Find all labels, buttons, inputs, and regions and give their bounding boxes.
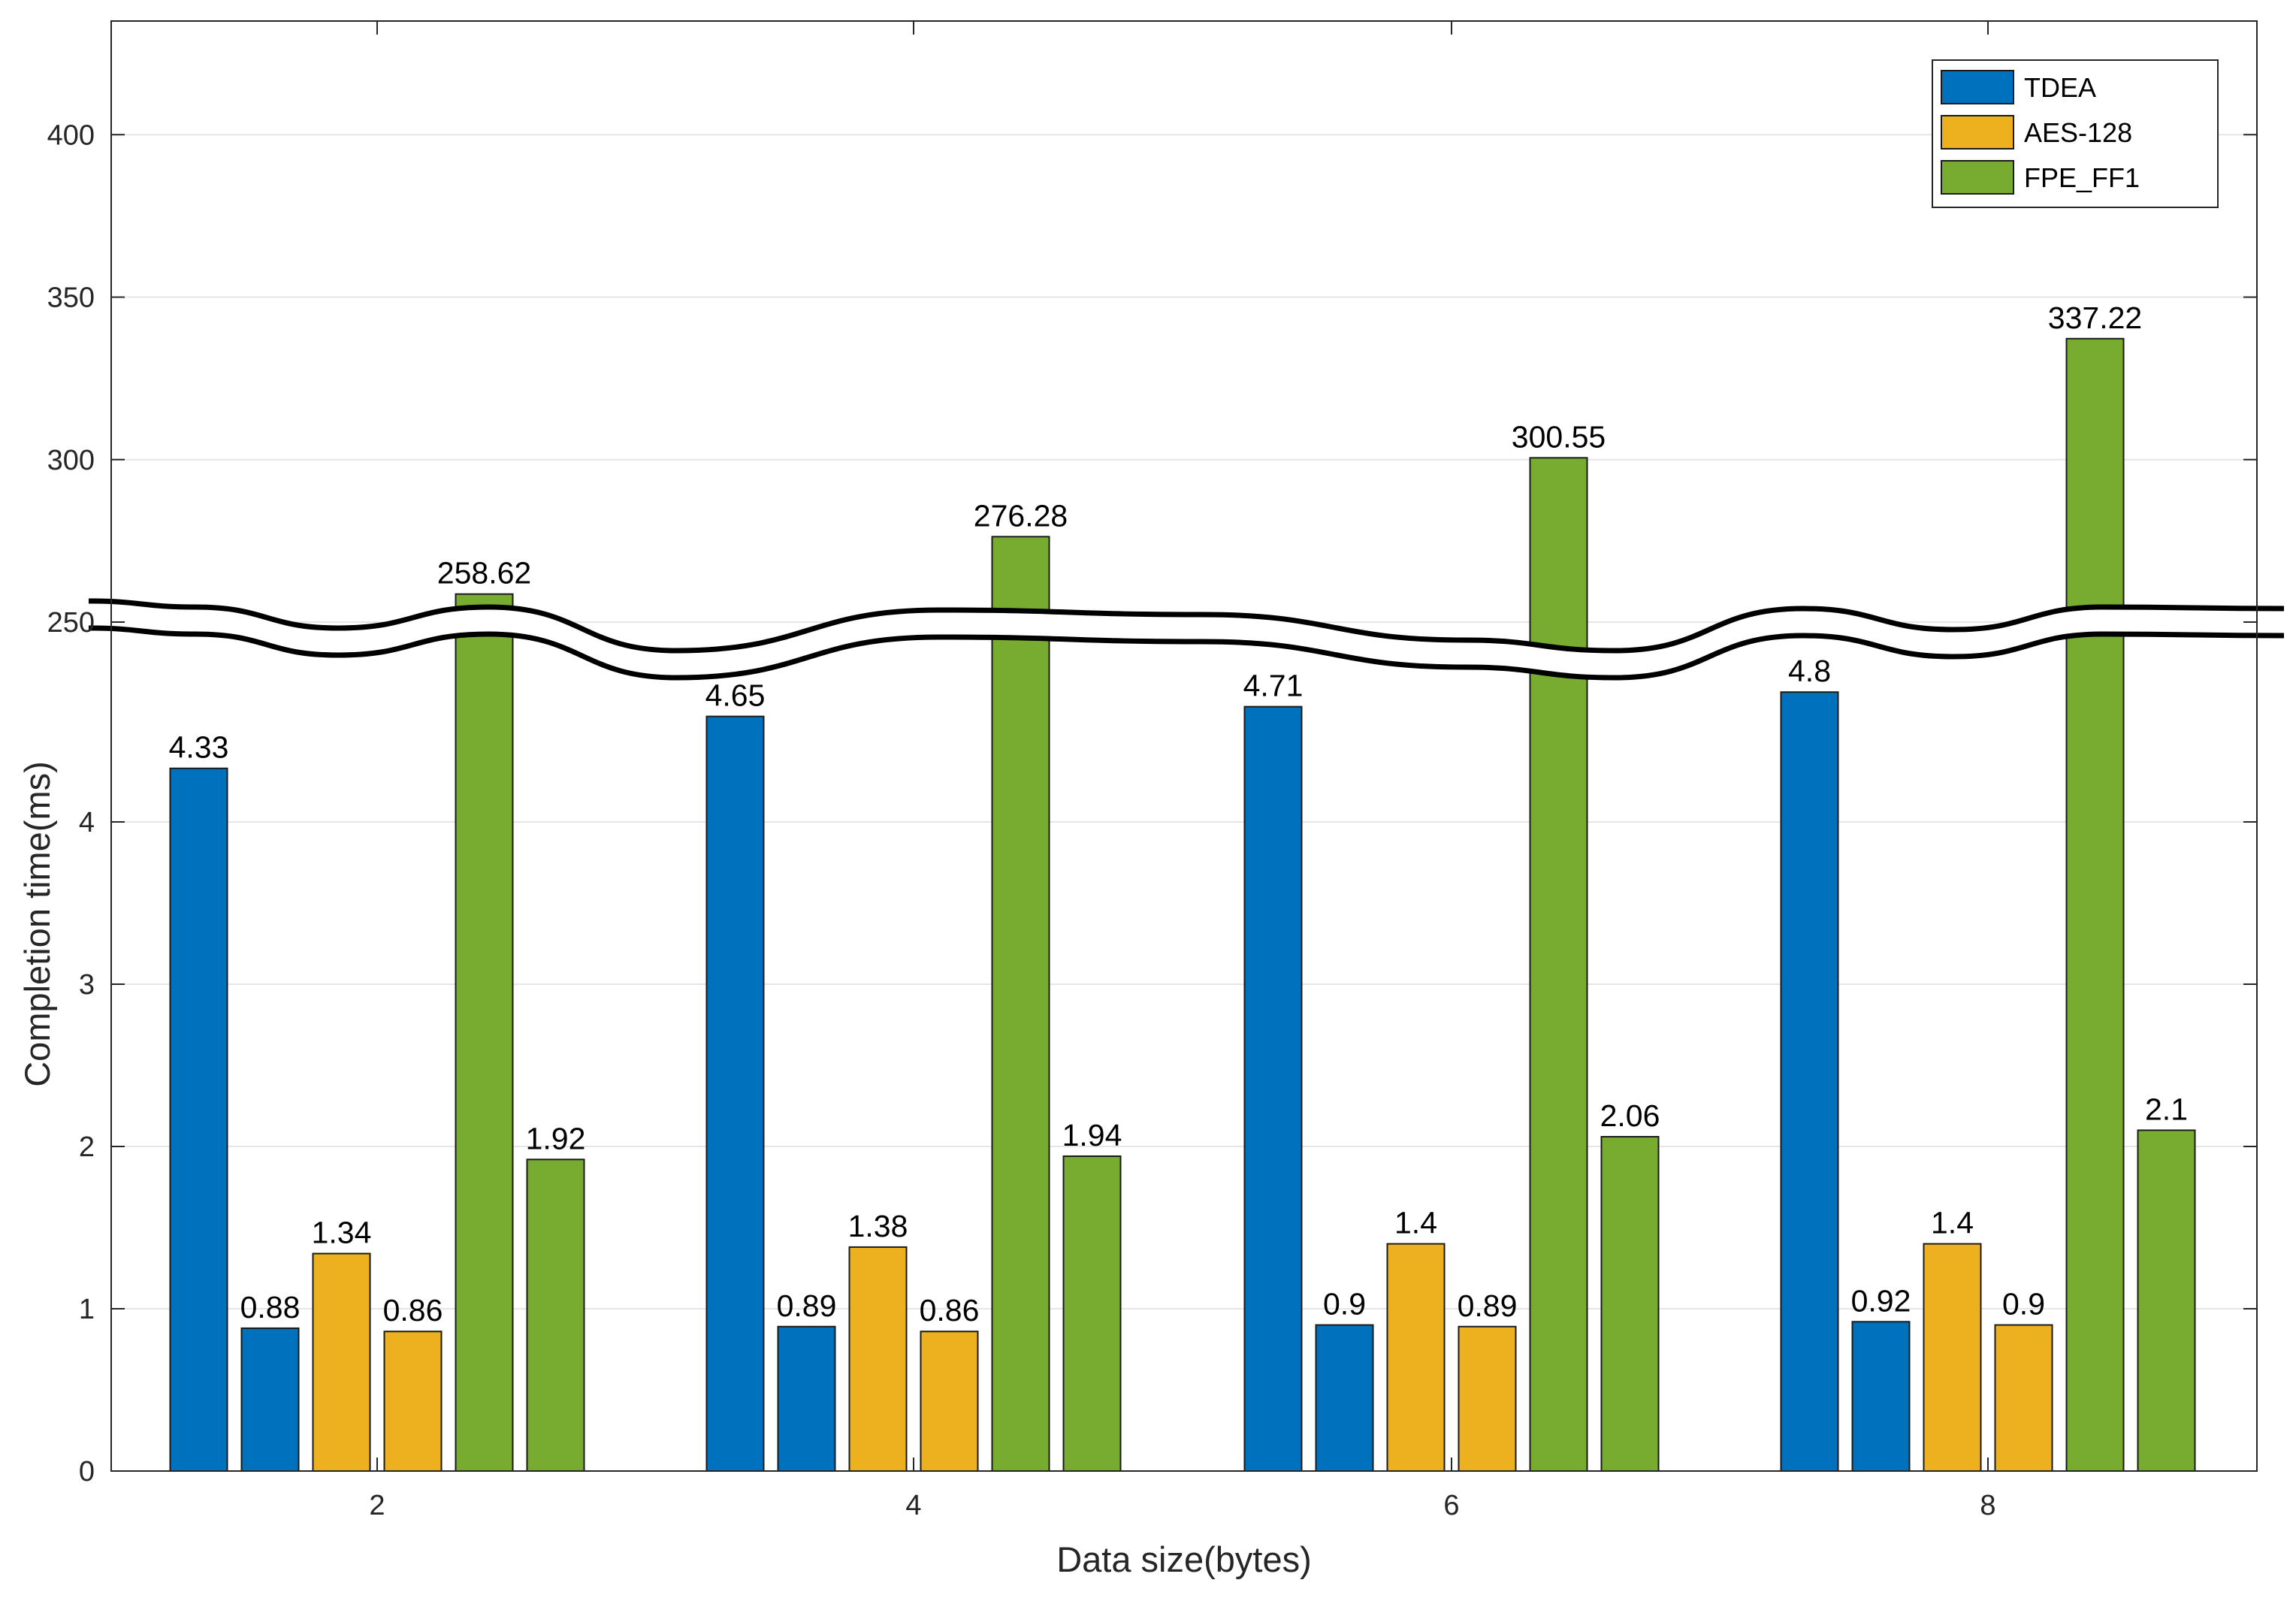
y-tick-label: 2 [79, 1131, 95, 1163]
x-tick-label: 2 [369, 1490, 385, 1521]
bar [1923, 1243, 1982, 1472]
y-tick-label: 0 [79, 1456, 95, 1488]
legend: TDEA AES-128 FPE_FF1 [1932, 59, 2219, 208]
data-label: 0.9 [1323, 1287, 1366, 1322]
data-label: 0.86 [920, 1293, 980, 1328]
bar [2065, 337, 2125, 1472]
y-tick-label: 250 [47, 607, 95, 639]
bar [1851, 1321, 1911, 1473]
bar [312, 1252, 371, 1473]
bar [526, 1158, 585, 1473]
legend-label: TDEA [2024, 72, 2096, 103]
data-label: 4.33 [169, 730, 229, 765]
legend-swatch [1941, 115, 2014, 150]
axis-ticks: 0 1 2 3 4 250 300 350 400 2 4 6 8 [47, 21, 2257, 1521]
y-tick-label: 300 [47, 445, 95, 476]
bar [1243, 705, 1303, 1472]
bars [169, 337, 2196, 1473]
legend-swatch [1941, 160, 2014, 195]
data-label: 1.92 [526, 1121, 586, 1155]
data-label: 0.92 [1851, 1283, 1911, 1318]
bar [1529, 457, 1588, 1473]
bar [240, 1327, 300, 1473]
bar [1315, 1324, 1374, 1472]
y-axis-title: Completion time(ms) [17, 761, 57, 1087]
bar [1062, 1155, 1122, 1472]
bar [383, 1331, 443, 1472]
bar [1458, 1325, 1517, 1473]
bar [1780, 691, 1839, 1473]
data-labels: 4.33 0.88 1.34 0.86 258.62 1.92 4.65 0.89 1.38 0.… [169, 301, 2188, 1328]
y-tick-label: 1 [79, 1294, 95, 1325]
bar [1386, 1243, 1446, 1472]
data-label: 2.06 [1600, 1098, 1660, 1133]
bar [1994, 1324, 2053, 1472]
legend-label: AES-128 [2024, 117, 2132, 148]
x-tick-label: 6 [1443, 1490, 1459, 1521]
data-label: 258.62 [437, 556, 531, 591]
bar [169, 767, 228, 1472]
bar [777, 1325, 836, 1473]
plot-area-border [110, 20, 2258, 1472]
data-label: 0.86 [383, 1293, 443, 1328]
legend-label: FPE_FF1 [2024, 162, 2140, 193]
data-label: 1.4 [1931, 1206, 1974, 1240]
data-label: 0.89 [777, 1288, 837, 1323]
axis-break-line-bottom [88, 625, 2285, 681]
x-tick-label: 4 [905, 1490, 921, 1521]
y-tick-label: 400 [47, 119, 95, 151]
data-label: 0.89 [1458, 1288, 1518, 1323]
x-tick-label: 8 [1980, 1490, 1995, 1521]
data-label: 4.65 [705, 678, 766, 713]
data-label: 1.4 [1394, 1206, 1437, 1240]
data-label: 2.1 [2145, 1092, 2188, 1126]
bar [705, 715, 765, 1472]
axis-break-band [88, 603, 2285, 677]
bar [2137, 1129, 2196, 1473]
data-label: 0.9 [2002, 1287, 2045, 1322]
bar [455, 593, 514, 1472]
axis-break [88, 598, 2285, 681]
data-label: 4.71 [1243, 669, 1304, 703]
y-tick-label: 3 [79, 969, 95, 1001]
bar [920, 1331, 979, 1472]
data-label: 0.88 [240, 1290, 301, 1325]
axis-break-line-top [88, 598, 2285, 654]
y-tick-label: 350 [47, 282, 95, 314]
data-label: 337.22 [2048, 301, 2142, 335]
data-label: 300.55 [1512, 419, 1606, 454]
y-tick-label: 4 [79, 807, 95, 838]
x-axis-title: Data size(bytes) [1056, 1539, 1312, 1579]
data-label: 1.94 [1062, 1118, 1122, 1152]
bar [991, 536, 1050, 1472]
data-label: 276.28 [974, 498, 1068, 533]
bar [1600, 1136, 1660, 1473]
legend-swatch [1941, 70, 2014, 104]
data-label: 1.38 [848, 1209, 908, 1243]
data-label: 4.8 [1788, 654, 1831, 688]
data-label: 1.34 [312, 1216, 372, 1250]
bar [848, 1246, 908, 1473]
